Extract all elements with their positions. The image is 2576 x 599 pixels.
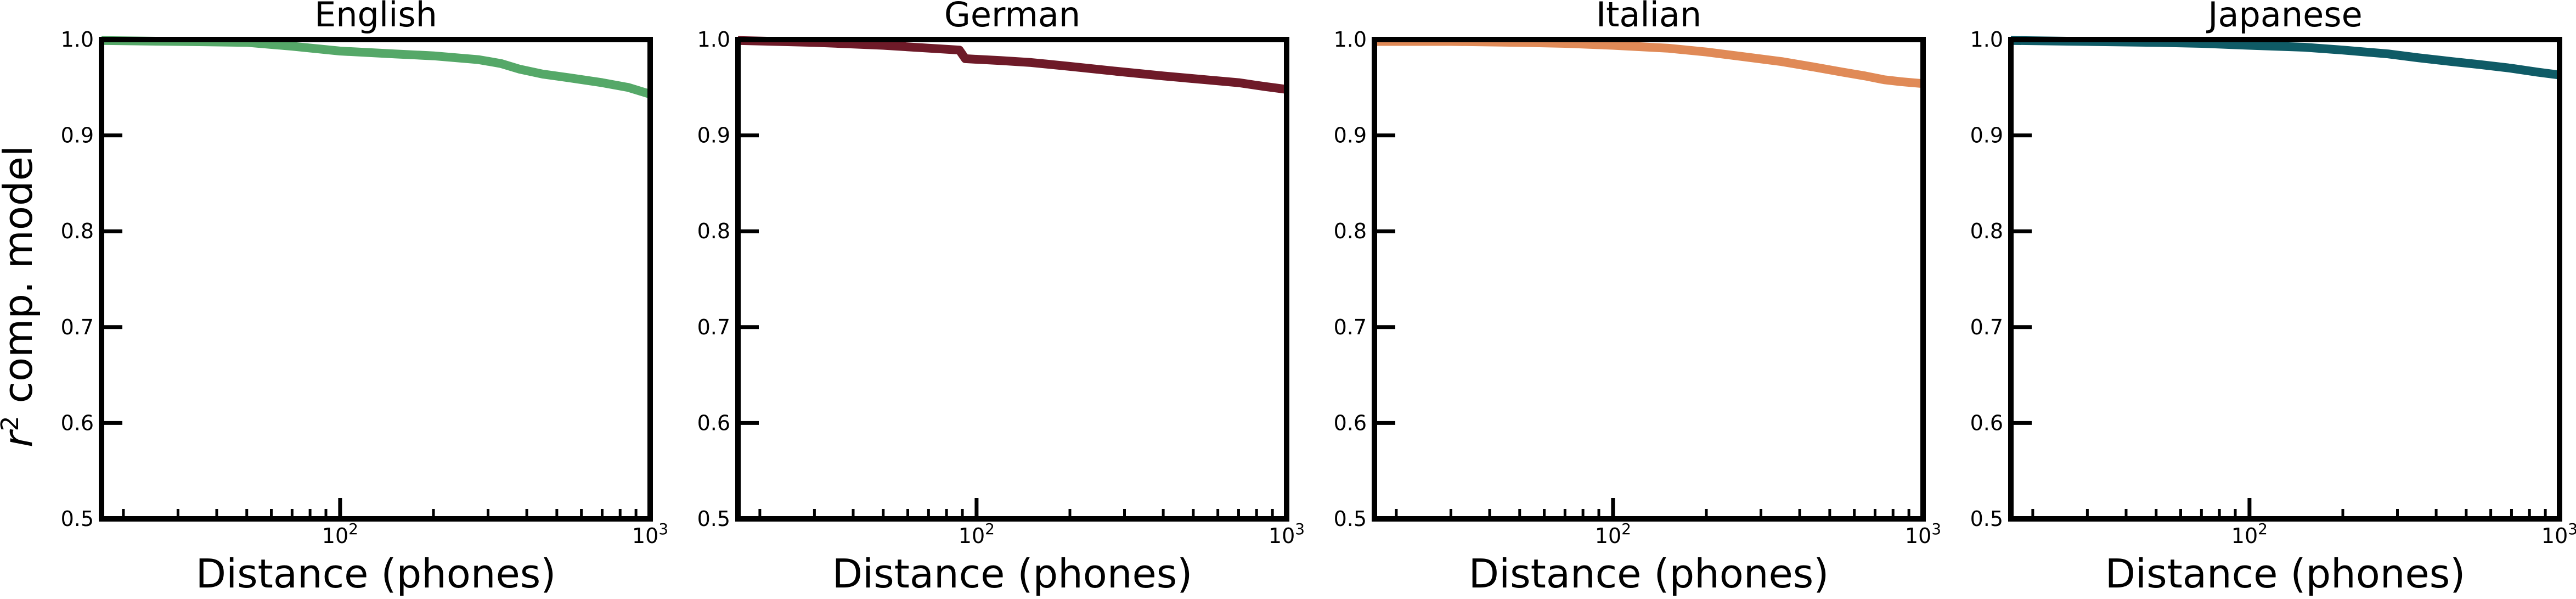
x-tick-label: 103 [1905,520,1941,548]
panel-title: German [944,0,1080,35]
x-tick-label: 102 [2231,520,2268,548]
panel-2: Italian 0.5 0.6 0.7 0.8 0.9 1.0 102 103 Distance … [1334,0,1942,597]
y-axis-label-text: comp. model [0,145,41,416]
y-axis-label: r2 comp. model [0,145,41,447]
plot-frame [735,37,1289,522]
panel-title: Japanese [2206,0,2363,35]
y-tick-label: 1.0 [697,27,730,52]
y-tick-label: 0.6 [1970,411,2003,435]
y-tick-label: 1.0 [61,27,94,52]
y-axis-label-superscript: 2 [0,416,24,431]
plot-frame [1372,37,1926,522]
x-axis-label: Distance (phones) [2105,551,2466,597]
y-tick-label: 0.5 [697,507,730,531]
y-tick-label: 0.6 [1334,411,1367,435]
plot-frame [2008,37,2562,522]
y-tick-label: 0.8 [697,219,730,243]
x-tick-label: 102 [322,520,358,548]
plot-frame [99,37,653,522]
y-tick-label: 0.5 [1970,507,2003,531]
y-tick-label: 0.7 [1334,315,1367,339]
y-tick-label: 0.5 [1334,507,1367,531]
series-line [1374,37,1924,88]
y-tick-label: 0.8 [61,219,94,243]
panels: English 0.5 0.6 0.7 0.8 0.9 1.0 102 103 Distance … [61,0,2576,597]
y-tick-label: 1.0 [1334,27,1367,52]
series-line [2010,36,2561,80]
y-tick-label: 0.9 [61,124,94,148]
panel-title: Italian [1596,0,1701,35]
x-axis-label: Distance (phones) [196,551,556,597]
y-tick-label: 0.8 [1334,219,1367,243]
series-line [101,36,652,99]
y-axis-label-var: r [0,429,41,447]
series-line [737,36,1288,94]
x-tick-label: 103 [1269,520,1305,548]
x-tick-label: 103 [632,520,668,548]
y-tick-label: 0.6 [697,411,730,435]
x-tick-label: 102 [959,520,995,548]
x-tick-label: 103 [2541,520,2576,548]
x-axis-label: Distance (phones) [832,551,1193,597]
panel-title: English [314,0,437,35]
panel-3: Japanese 0.5 0.6 0.7 0.8 0.9 1.0 102 103 Distance… [1970,0,2576,597]
panel-1: German 0.5 0.6 0.7 0.8 0.9 1.0 102 103 Distance (… [697,0,1305,597]
y-tick-label: 0.5 [61,507,94,531]
y-tick-label: 1.0 [1970,27,2003,52]
y-tick-label: 0.9 [1334,124,1367,148]
y-tick-label: 0.6 [61,411,94,435]
x-tick-label: 102 [1595,520,1631,548]
y-tick-label: 0.7 [61,315,94,339]
y-tick-label: 0.8 [1970,219,2003,243]
y-tick-label: 0.9 [1970,124,2003,148]
x-axis-label: Distance (phones) [1469,551,1829,597]
y-tick-label: 0.7 [1970,315,2003,339]
y-tick-label: 0.7 [697,315,730,339]
panel-0: English 0.5 0.6 0.7 0.8 0.9 1.0 102 103 Distance … [61,0,669,597]
y-tick-label: 0.9 [697,124,730,148]
